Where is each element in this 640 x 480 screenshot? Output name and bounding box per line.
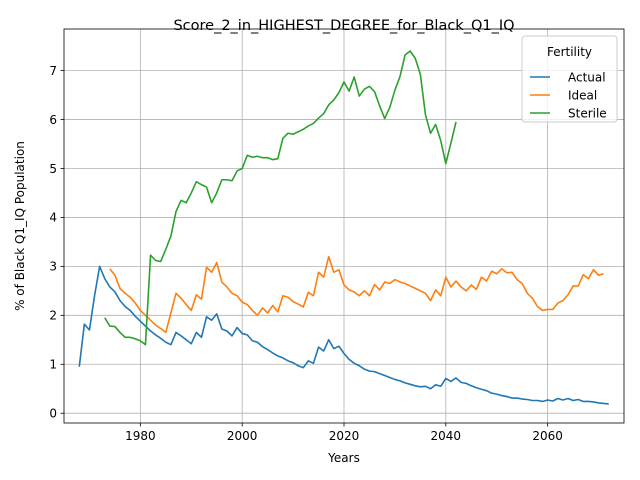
legend-label-sterile: Sterile xyxy=(568,107,607,121)
x-tick-label: 1980 xyxy=(125,429,156,443)
x-tick-label: 2020 xyxy=(329,429,360,443)
y-tick-label: 3 xyxy=(49,260,57,274)
y-tick-label: 5 xyxy=(49,162,57,176)
y-tick-label: 1 xyxy=(49,358,57,372)
y-tick-label: 2 xyxy=(49,309,57,323)
legend-label-ideal: Ideal xyxy=(568,89,597,103)
series-line-sterile xyxy=(104,50,457,346)
y-tick-label: 6 xyxy=(49,113,57,127)
x-tick-label: 2060 xyxy=(532,429,563,443)
series-lines xyxy=(78,50,609,405)
series-line-ideal xyxy=(109,255,604,334)
x-axis-label: Years xyxy=(327,451,360,465)
x-tick-label: 2000 xyxy=(227,429,258,443)
chart-title: Score_2_in_HIGHEST_DEGREE_for_Black_Q1_I… xyxy=(173,18,514,34)
y-tick-label: 4 xyxy=(49,211,57,225)
legend-label-actual: Actual xyxy=(568,71,606,85)
y-tick-label: 7 xyxy=(49,64,57,78)
y-tick-label: 0 xyxy=(49,407,57,421)
legend-title: Fertility xyxy=(547,45,592,59)
legend: Fertility Actual Ideal Sterile xyxy=(521,35,618,123)
series-line-actual xyxy=(78,265,609,405)
x-tick-label: 2040 xyxy=(431,429,462,443)
y-axis-label: % of Black Q1_IQ Population xyxy=(13,141,27,311)
legend-box xyxy=(521,35,618,123)
axis-ticks: 1980 2000 2020 2040 2060 0 1 2 3 4 5 6 7 xyxy=(49,64,563,443)
